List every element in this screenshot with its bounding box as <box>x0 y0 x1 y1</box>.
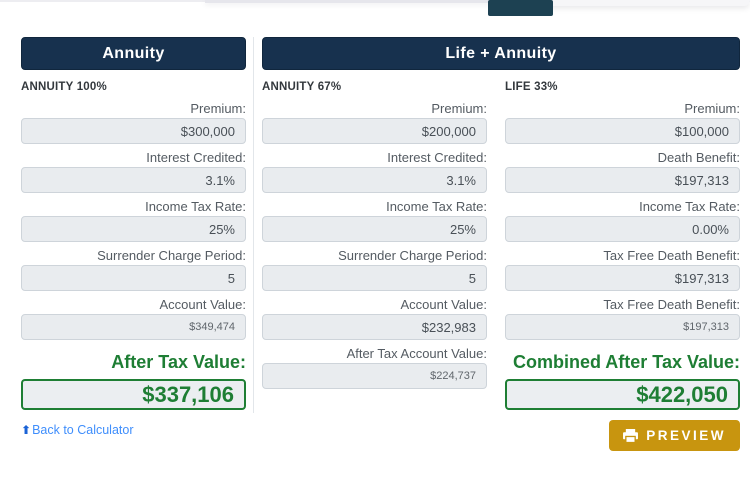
combined-after-tax-result: $422,050 <box>505 379 740 410</box>
field-label: Account Value: <box>159 297 246 312</box>
annuity-67-subcolumn: ANNUITY 67% Premium: $200,000 Interest C… <box>262 70 487 451</box>
life-annuity-subcolumns: ANNUITY 67% Premium: $200,000 Interest C… <box>262 70 740 451</box>
la-interest-row: Interest Credited: 3.1% <box>262 150 487 193</box>
la-tax-rate-input[interactable]: 25% <box>262 216 487 242</box>
la-after-tax-account-row: After Tax Account Value: $224,737 <box>262 346 487 389</box>
life-tax-rate-input[interactable]: 0.00% <box>505 216 740 242</box>
printer-icon <box>623 428 639 443</box>
partial-top-element[interactable] <box>488 0 553 16</box>
top-card-edge <box>494 0 750 6</box>
field-label: Interest Credited: <box>387 150 487 165</box>
life-annuity-header: Life + Annuity <box>262 37 740 70</box>
life-tax-free-db2-input[interactable]: $197,313 <box>505 314 740 340</box>
field-label: Premium: <box>431 101 487 116</box>
life-tax-free-db-input[interactable]: $197,313 <box>505 265 740 291</box>
annuity-surrender-input[interactable]: 5 <box>21 265 246 291</box>
annuity-surrender-row: Surrender Charge Period: 5 <box>21 248 246 291</box>
annuity-interest-input[interactable]: 3.1% <box>21 167 246 193</box>
field-label: Premium: <box>684 101 740 116</box>
la-premium-row: Premium: $200,000 <box>262 101 487 144</box>
life-tax-free-db-row: Tax Free Death Benefit: $197,313 <box>505 248 740 291</box>
after-tax-value-label: After Tax Value: <box>111 352 246 372</box>
field-label: Tax Free Death Benefit: <box>603 297 740 312</box>
combined-after-tax-label: Combined After Tax Value: <box>512 352 740 372</box>
annuity-interest-row: Interest Credited: 3.1% <box>21 150 246 193</box>
la-account-value-input[interactable]: $232,983 <box>262 314 487 340</box>
field-label: After Tax Account Value: <box>346 346 487 361</box>
annuity-premium-input[interactable]: $300,000 <box>21 118 246 144</box>
la-interest-input[interactable]: 3.1% <box>262 167 487 193</box>
annuity-column: Annuity ANNUITY 100% Premium: $300,000 I… <box>21 37 246 439</box>
section-divider <box>253 37 254 413</box>
field-label: Account Value: <box>400 297 487 312</box>
la-premium-input[interactable]: $200,000 <box>262 118 487 144</box>
la-tax-rate-row: Income Tax Rate: 25% <box>262 199 487 242</box>
annuity-header: Annuity <box>21 37 246 70</box>
annuity-tax-rate-input[interactable]: 25% <box>21 216 246 242</box>
annuity-account-value-input[interactable]: $349,474 <box>21 314 246 340</box>
life-death-benefit-input[interactable]: $197,313 <box>505 167 740 193</box>
field-label: Death Benefit: <box>657 150 740 165</box>
top-shadow <box>205 0 495 3</box>
field-label: Interest Credited: <box>146 150 246 165</box>
field-label: Tax Free Death Benefit: <box>603 248 740 263</box>
preview-button-label: PREVIEW <box>646 428 726 443</box>
back-link-label: Back to Calculator <box>32 423 134 437</box>
annuity-share-label: ANNUITY 100% <box>21 81 107 93</box>
life-33-subcolumn: LIFE 33% Premium: $100,000 Death Benefit… <box>505 70 740 451</box>
preview-button[interactable]: PREVIEW <box>609 420 740 451</box>
life-premium-input[interactable]: $100,000 <box>505 118 740 144</box>
life-annuity-column: Life + Annuity ANNUITY 67% Premium: $200… <box>262 37 740 451</box>
field-label: Surrender Charge Period: <box>97 248 246 263</box>
field-label: Surrender Charge Period: <box>338 248 487 263</box>
field-label: Income Tax Rate: <box>639 199 740 214</box>
la-account-value-row: Account Value: $232,983 <box>262 297 487 340</box>
field-label: Income Tax Rate: <box>386 199 487 214</box>
la-surrender-row: Surrender Charge Period: 5 <box>262 248 487 291</box>
after-tax-value-result: $337,106 <box>21 379 246 410</box>
preview-button-container: PREVIEW <box>505 420 740 451</box>
la-after-tax-account-input[interactable]: $224,737 <box>262 363 487 389</box>
annuity-premium-row: Premium: $300,000 <box>21 101 246 144</box>
life-tax-rate-row: Income Tax Rate: 0.00% <box>505 199 740 242</box>
field-label: Premium: <box>190 101 246 116</box>
life-death-benefit-row: Death Benefit: $197,313 <box>505 150 740 193</box>
back-to-calculator-link[interactable]: ⬆ Back to Calculator <box>21 423 134 437</box>
life-33-share-label: LIFE 33% <box>505 81 558 93</box>
la-surrender-input[interactable]: 5 <box>262 265 487 291</box>
life-premium-row: Premium: $100,000 <box>505 101 740 144</box>
life-tax-free-db2-row: Tax Free Death Benefit: $197,313 <box>505 297 740 340</box>
up-arrow-icon: ⬆ <box>21 423 32 437</box>
annuity-account-value-row: Account Value: $349,474 <box>21 297 246 340</box>
annuity-67-share-label: ANNUITY 67% <box>262 81 342 93</box>
field-label: Income Tax Rate: <box>145 199 246 214</box>
annuity-tax-rate-row: Income Tax Rate: 25% <box>21 199 246 242</box>
